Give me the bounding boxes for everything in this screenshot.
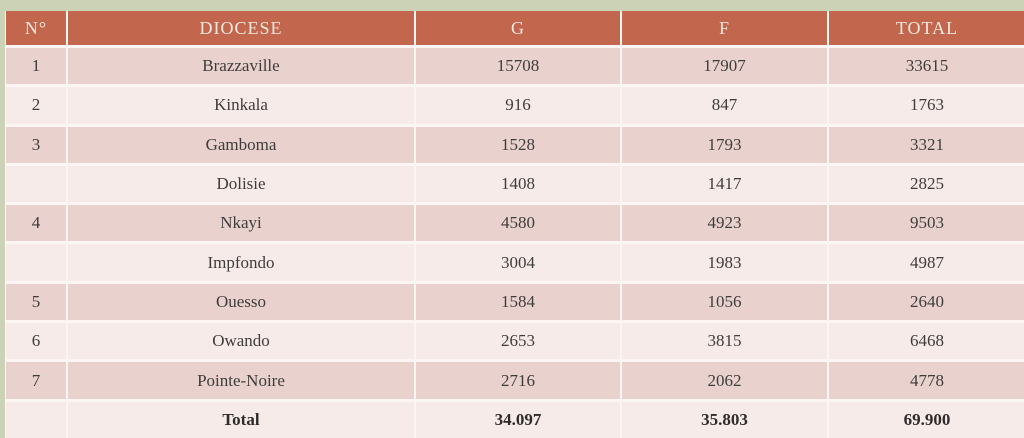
cell-diocese: Dolisie xyxy=(68,165,414,203)
cell-g: 1408 xyxy=(416,165,620,203)
cell-total: 9503 xyxy=(829,205,1024,242)
header-cell-total: TOTAL xyxy=(829,11,1024,45)
cell-f: 1983 xyxy=(622,244,827,281)
cell-f: 1056 xyxy=(622,283,827,321)
cell-g: 3004 xyxy=(416,244,620,281)
cell-f: 1417 xyxy=(622,165,827,203)
total-row-label: Total xyxy=(68,401,414,438)
cell-total: 2640 xyxy=(829,283,1024,321)
header-cell-diocese: DIOCESE xyxy=(68,11,414,45)
total-row-no xyxy=(6,401,66,438)
cell-diocese: Impfondo xyxy=(68,244,414,281)
header-cell-no: N° xyxy=(6,11,66,45)
cell-diocese: Ouesso xyxy=(68,283,414,321)
diocese-statistics-table: N° DIOCESE G F TOTAL 1 Brazzaville 15708… xyxy=(5,11,1024,438)
cell-diocese: Pointe-Noire xyxy=(68,362,414,399)
cell-f: 4923 xyxy=(622,205,827,242)
cell-total: 3321 xyxy=(829,126,1024,163)
cell-g: 916 xyxy=(416,87,620,124)
cell-no: 6 xyxy=(6,323,66,360)
cell-g: 15708 xyxy=(416,48,620,85)
cell-no: 7 xyxy=(6,362,66,399)
cell-g: 2653 xyxy=(416,323,620,360)
cell-diocese: Kinkala xyxy=(68,87,414,124)
cell-no xyxy=(6,244,66,281)
cell-no: 2 xyxy=(6,87,66,124)
cell-f: 3815 xyxy=(622,323,827,360)
cell-diocese: Nkayi xyxy=(68,205,414,242)
cell-diocese: Gamboma xyxy=(68,126,414,163)
cell-total: 4778 xyxy=(829,362,1024,399)
cell-diocese: Brazzaville xyxy=(68,48,414,85)
cell-no: 1 xyxy=(6,48,66,85)
cell-diocese: Owando xyxy=(68,323,414,360)
total-row-f: 35.803 xyxy=(622,401,827,438)
cell-no xyxy=(6,165,66,203)
total-row-total: 69.900 xyxy=(829,401,1024,438)
cell-total: 6468 xyxy=(829,323,1024,360)
cell-g: 2716 xyxy=(416,362,620,399)
cell-f: 1793 xyxy=(622,126,827,163)
cell-f: 2062 xyxy=(622,362,827,399)
cell-total: 1763 xyxy=(829,87,1024,124)
cell-no: 4 xyxy=(6,205,66,242)
cell-no: 3 xyxy=(6,126,66,163)
cell-g: 4580 xyxy=(416,205,620,242)
cell-total: 4987 xyxy=(829,244,1024,281)
header-cell-f: F xyxy=(622,11,827,45)
cell-g: 1584 xyxy=(416,283,620,321)
total-row-g: 34.097 xyxy=(416,401,620,438)
table-grid: N° DIOCESE G F TOTAL 1 Brazzaville 15708… xyxy=(6,11,1024,438)
cell-f: 847 xyxy=(622,87,827,124)
header-cell-g: G xyxy=(416,11,620,45)
cell-total: 2825 xyxy=(829,165,1024,203)
cell-g: 1528 xyxy=(416,126,620,163)
cell-total: 33615 xyxy=(829,48,1024,85)
cell-no: 5 xyxy=(6,283,66,321)
cell-f: 17907 xyxy=(622,48,827,85)
